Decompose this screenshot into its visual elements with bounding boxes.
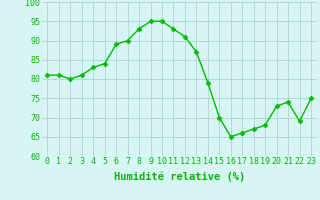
X-axis label: Humidité relative (%): Humidité relative (%): [114, 172, 245, 182]
